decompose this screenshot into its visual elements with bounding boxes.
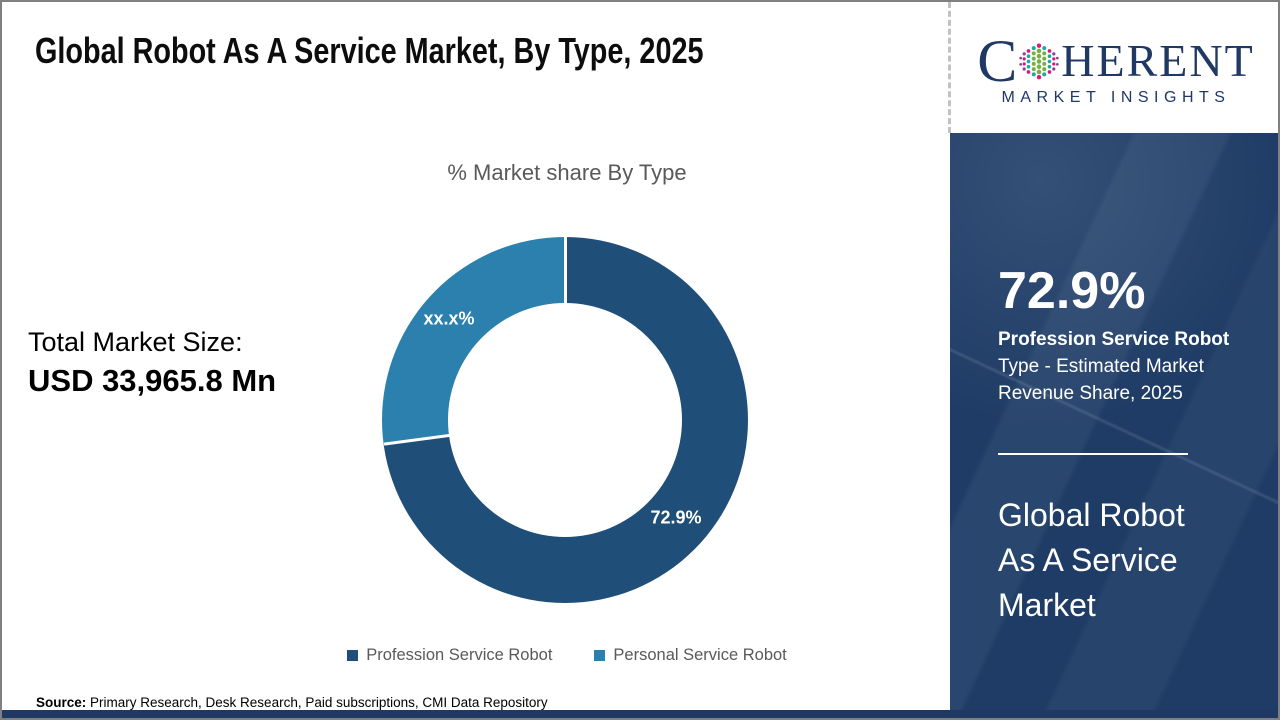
- total-market-size-value: USD 33,965.8 Mn: [28, 363, 277, 398]
- side-panel-stat-desc-line1: Type - Estimated Market: [998, 356, 1204, 377]
- coherent-market-insights-logo: C: [952, 2, 1278, 133]
- source-bar: Source: Primary Research, Desk Research,…: [36, 695, 548, 710]
- legend-swatch-profession: [347, 650, 359, 661]
- slice-label-personal: xx.x%: [423, 308, 475, 329]
- logo-globe-icon: [1019, 43, 1059, 80]
- bottom-accent-bar: [2, 710, 1278, 718]
- source-text: Primary Research, Desk Research, Paid su…: [86, 695, 548, 710]
- side-panel-market-title: Global Robot As A Service Market: [998, 493, 1185, 628]
- side-panel-divider: [998, 453, 1188, 455]
- logo-wordmark: C: [977, 28, 1255, 94]
- legend-item-profession: Profession Service Robot: [347, 646, 552, 665]
- logo-word-rest: HERENT: [1061, 35, 1255, 86]
- page-title: Global Robot As A Service Market, By Typ…: [35, 30, 704, 71]
- chart-legend: Profession Service Robot Personal Servic…: [172, 646, 962, 665]
- header-dashed-divider: [948, 2, 951, 133]
- logo-tagline: MARKET INSIGHTS: [1001, 89, 1231, 106]
- donut-chart: 72.9% xx.x%: [382, 237, 748, 603]
- side-panel-stat-value: 72.9%: [998, 262, 1146, 320]
- side-panel-stat-title: Profession Service Robot: [998, 329, 1230, 350]
- market-title-line-3: Market: [998, 587, 1096, 623]
- total-market-size-label: Total Market Size:: [28, 327, 243, 357]
- chart-title: % Market share By Type: [447, 160, 687, 185]
- donut-hole: [448, 303, 682, 537]
- side-panel: 72.9% Profession Service Robot Type - Es…: [950, 133, 1278, 718]
- side-panel-stat-desc-line2: Revenue Share, 2025: [998, 383, 1183, 404]
- market-title-line-2: As A Service: [998, 542, 1178, 578]
- logo-letter-c: C: [977, 28, 1018, 94]
- legend-swatch-personal: [594, 650, 606, 661]
- legend-label-personal: Personal Service Robot: [613, 646, 787, 664]
- legend-label-profession: Profession Service Robot: [366, 646, 553, 664]
- source-label: Source:: [36, 695, 87, 710]
- legend-item-personal: Personal Service Robot: [594, 646, 787, 665]
- market-title-line-1: Global Robot: [998, 497, 1185, 533]
- slice-label-profession: 72.9%: [650, 507, 702, 528]
- total-market-size-block: Total Market Size: USD 33,965.8 Mn: [28, 324, 276, 401]
